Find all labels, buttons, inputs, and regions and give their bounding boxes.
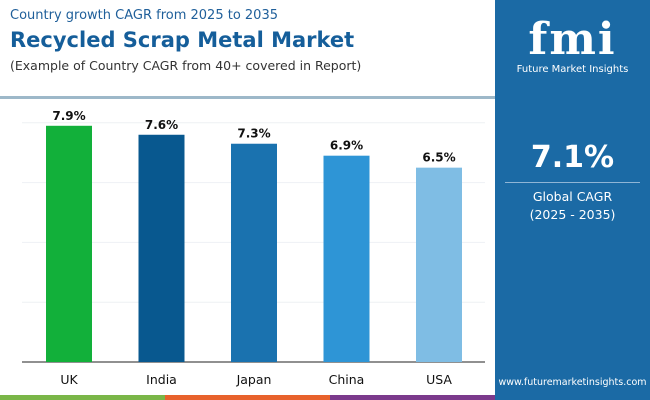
bar-india [138,134,185,362]
strip-segment [330,395,495,400]
data-label: 7.3% [237,127,270,141]
chart-subtitle: Country growth CAGR from 2025 to 2035 [10,8,278,23]
bar-china [323,155,370,362]
global-cagr-period: (2025 - 2035) [529,207,616,222]
global-cagr-label: Global CAGR [532,189,613,204]
category-label: Japan [236,372,272,387]
fmi-logo: fmi Future Market Insights [515,10,630,76]
logo-letters: fmi [528,14,617,65]
bar-japan [231,143,277,362]
logo-name: Future Market Insights [516,64,629,75]
bar-chart: 7.9% UK 7.6% India 7.3% Japan 6.9% China 6.5% USA [22,109,485,387]
bar-uk [46,125,92,362]
category-label: USA [426,372,452,387]
category-label: India [146,372,177,387]
data-label: 7.6% [145,118,178,132]
website-url[interactable]: www.futuremarketinsights.com [498,377,647,388]
category-label: UK [60,372,78,387]
global-cagr-value: 7.1% [530,140,615,175]
strip-segment [165,395,330,400]
strip-segment [0,395,165,400]
chart-note: (Example of Country CAGR from 40+ covere… [10,58,362,73]
bar-usa [416,167,462,362]
category-label: China [329,372,365,387]
divider [0,96,495,99]
data-label: 6.5% [422,151,455,165]
data-label: 7.9% [52,109,85,123]
chart-title: Recycled Scrap Metal Market [10,28,355,52]
color-strip [0,395,495,400]
data-label: 6.9% [330,139,363,153]
side-panel: fmi Future Market Insights 7.1% Global C… [495,0,650,400]
divider [505,182,640,183]
